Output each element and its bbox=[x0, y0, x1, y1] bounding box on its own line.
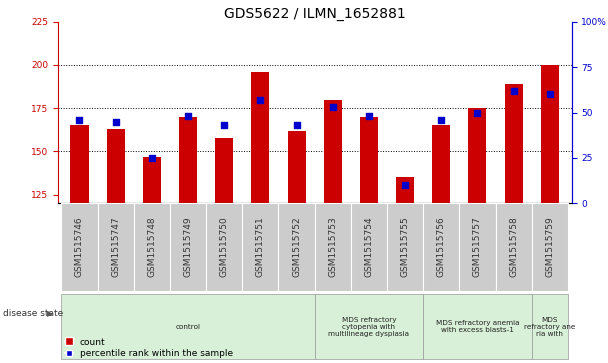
Bar bbox=[215, 138, 233, 203]
Text: GSM1515752: GSM1515752 bbox=[292, 217, 301, 277]
Bar bbox=[288, 131, 306, 203]
Bar bbox=[71, 126, 89, 203]
Bar bbox=[360, 117, 378, 203]
Text: MDS
refractory ane
ria with: MDS refractory ane ria with bbox=[524, 317, 576, 337]
Point bbox=[400, 182, 410, 188]
Point bbox=[147, 155, 157, 161]
FancyBboxPatch shape bbox=[206, 203, 242, 291]
Text: GSM1515748: GSM1515748 bbox=[147, 217, 156, 277]
FancyBboxPatch shape bbox=[61, 203, 97, 291]
Bar bbox=[468, 108, 486, 203]
Point bbox=[509, 88, 519, 94]
Point bbox=[364, 113, 374, 119]
FancyBboxPatch shape bbox=[423, 203, 460, 291]
Text: ▶: ▶ bbox=[47, 310, 54, 318]
Bar bbox=[396, 178, 414, 203]
Point bbox=[328, 104, 337, 110]
Text: GSM1515759: GSM1515759 bbox=[545, 217, 554, 277]
Text: MDS refractory
cytopenia with
multilineage dysplasia: MDS refractory cytopenia with multilinea… bbox=[328, 317, 409, 337]
Point bbox=[183, 113, 193, 119]
Text: GSM1515756: GSM1515756 bbox=[437, 217, 446, 277]
FancyBboxPatch shape bbox=[61, 294, 315, 359]
Text: GSM1515749: GSM1515749 bbox=[184, 217, 193, 277]
Text: GSM1515747: GSM1515747 bbox=[111, 217, 120, 277]
FancyBboxPatch shape bbox=[351, 203, 387, 291]
FancyBboxPatch shape bbox=[423, 294, 532, 359]
Text: GSM1515758: GSM1515758 bbox=[509, 217, 518, 277]
FancyBboxPatch shape bbox=[315, 203, 351, 291]
Text: GSM1515755: GSM1515755 bbox=[401, 217, 410, 277]
FancyBboxPatch shape bbox=[170, 203, 206, 291]
Point bbox=[545, 91, 554, 97]
Text: GSM1515750: GSM1515750 bbox=[219, 217, 229, 277]
Text: disease state: disease state bbox=[3, 310, 63, 318]
FancyBboxPatch shape bbox=[278, 203, 315, 291]
Bar bbox=[432, 126, 451, 203]
Point bbox=[292, 122, 302, 128]
Bar bbox=[106, 129, 125, 203]
Text: GSM1515757: GSM1515757 bbox=[473, 217, 482, 277]
Point bbox=[472, 110, 482, 115]
FancyBboxPatch shape bbox=[532, 294, 568, 359]
Text: GSM1515746: GSM1515746 bbox=[75, 217, 84, 277]
Point bbox=[437, 117, 446, 123]
FancyBboxPatch shape bbox=[460, 203, 496, 291]
Bar bbox=[541, 65, 559, 203]
Bar bbox=[505, 84, 523, 203]
Bar bbox=[323, 99, 342, 203]
FancyBboxPatch shape bbox=[532, 203, 568, 291]
Text: MDS refractory anemia
with excess blasts-1: MDS refractory anemia with excess blasts… bbox=[436, 320, 519, 333]
FancyBboxPatch shape bbox=[134, 203, 170, 291]
FancyBboxPatch shape bbox=[97, 203, 134, 291]
Point bbox=[255, 97, 265, 103]
Text: GSM1515751: GSM1515751 bbox=[256, 217, 265, 277]
Text: GSM1515754: GSM1515754 bbox=[364, 217, 373, 277]
Title: GDS5622 / ILMN_1652881: GDS5622 / ILMN_1652881 bbox=[224, 7, 406, 21]
Text: GSM1515753: GSM1515753 bbox=[328, 217, 337, 277]
Bar bbox=[179, 117, 197, 203]
FancyBboxPatch shape bbox=[315, 294, 423, 359]
FancyBboxPatch shape bbox=[496, 203, 532, 291]
Bar bbox=[143, 156, 161, 203]
Legend: count, percentile rank within the sample: count, percentile rank within the sample bbox=[65, 338, 233, 359]
Point bbox=[219, 122, 229, 128]
Bar bbox=[251, 72, 269, 203]
FancyBboxPatch shape bbox=[242, 203, 278, 291]
Point bbox=[111, 119, 120, 125]
FancyBboxPatch shape bbox=[387, 203, 423, 291]
Point bbox=[75, 117, 85, 123]
Text: control: control bbox=[176, 323, 201, 330]
